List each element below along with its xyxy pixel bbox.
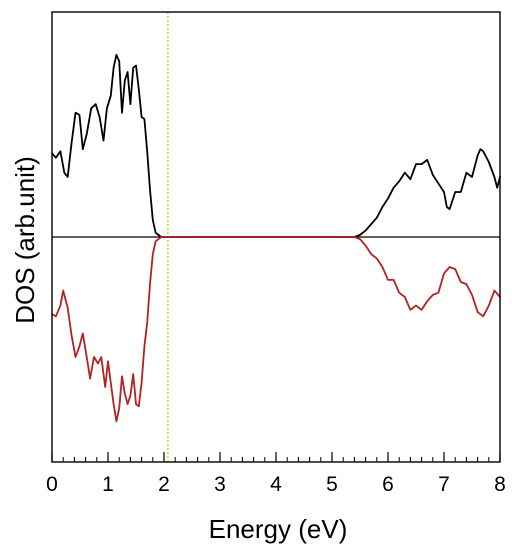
y-axis-title: DOS (arb.unit) [10, 156, 40, 324]
x-tick-label: 2 [158, 473, 170, 496]
x-tick-label: 5 [326, 473, 338, 496]
axes: 0 1 2 3 4 5 6 7 8 [46, 11, 506, 496]
x-tick-label: 8 [494, 473, 506, 496]
x-axis-title: Energy (eV) [209, 514, 348, 544]
x-tick-label: 6 [382, 473, 394, 496]
x-tick-label: 4 [270, 473, 282, 496]
plot-area [51, 12, 501, 462]
dos-upper-series-line [51, 53, 501, 238]
dos-lower-series-line [51, 236, 501, 423]
x-tick-label: 0 [46, 473, 58, 496]
x-tick-label: 7 [438, 473, 450, 496]
x-tick-label: 1 [102, 473, 114, 496]
x-tick-label: 3 [214, 473, 226, 496]
